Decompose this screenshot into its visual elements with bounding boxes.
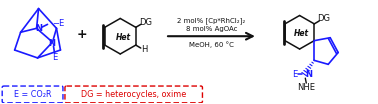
Text: Het: Het [294,29,309,38]
Text: N: N [305,70,312,79]
Text: Het: Het [116,33,131,42]
Text: 8 mol% AgOAc: 8 mol% AgOAc [186,26,237,32]
Text: E: E [292,70,297,79]
Text: NHE: NHE [297,83,315,92]
Text: 2 mol% [Cp*RhCl₂]₂: 2 mol% [Cp*RhCl₂]₂ [177,17,246,24]
Text: DG = heterocycles, oxime: DG = heterocycles, oxime [81,90,186,99]
Text: +: + [77,28,88,41]
Text: E = CO₂R: E = CO₂R [14,90,51,99]
Text: H: H [142,45,148,54]
Text: −E: −E [53,19,65,28]
Text: N: N [35,24,42,33]
Text: N: N [48,39,55,48]
Text: DG: DG [139,18,152,27]
Text: MeOH, 60 °C: MeOH, 60 °C [189,42,234,48]
Text: E: E [52,53,57,62]
Text: DG: DG [317,14,330,23]
